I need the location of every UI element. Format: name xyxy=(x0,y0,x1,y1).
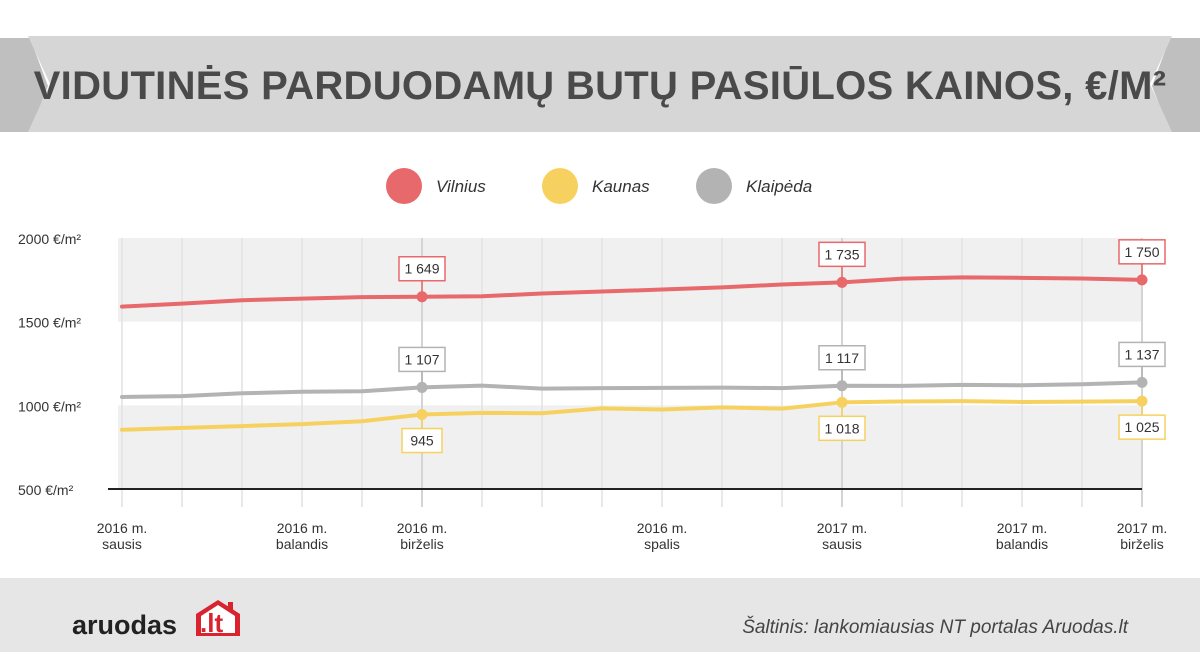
footer xyxy=(0,578,1200,652)
data-label-vilnius: 1 735 xyxy=(824,246,859,262)
data-label-box xyxy=(818,415,866,442)
logo-suffix: .lt xyxy=(200,608,224,638)
y-tick-label: 500 €/m² xyxy=(18,482,74,498)
legend-dot-kaunas xyxy=(542,168,578,204)
data-label-vilnius: 1 750 xyxy=(1124,244,1159,260)
chart-title: VIDUTINĖS PARDUODAMŲ BUTŲ PASIŪLOS KAINO… xyxy=(33,64,1167,108)
x-tick-label: 2016 m. xyxy=(397,520,448,536)
band-1500-2000 xyxy=(118,238,1142,322)
y-tick-label: 2000 €/m² xyxy=(18,231,81,247)
x-tick-label: 2016 m. xyxy=(637,520,688,536)
legend-label-klaipeda: Klaipėda xyxy=(746,177,813,196)
source-note: Šaltinis: lankomiausias NT portalas Aruo… xyxy=(742,617,1128,638)
x-tick-label: 2017 m. xyxy=(997,520,1048,536)
data-label-klaipeda: 1 137 xyxy=(1124,346,1159,362)
legend-dot-vilnius xyxy=(386,168,422,204)
x-tick-label: balandis xyxy=(276,536,328,552)
series-line-kaunas xyxy=(120,399,1144,432)
data-label-box xyxy=(398,255,446,282)
x-tick-label: 2016 m. xyxy=(97,520,148,536)
band-500-1000 xyxy=(118,405,1142,489)
x-tick-label: 2017 m. xyxy=(1117,520,1168,536)
data-label-klaipeda: 1 107 xyxy=(404,351,439,367)
x-tick-label: 2017 m. xyxy=(817,520,868,536)
y-tick-label: 1500 €/m² xyxy=(18,315,81,331)
data-label-box xyxy=(1118,239,1166,265)
x-tick-label: spalis xyxy=(644,536,680,552)
data-label-vilnius: 1 649 xyxy=(404,261,439,277)
line-chart: 2000 €/m² 1500 €/m² 1000 €/m² 500 €/m² 2016 … xyxy=(18,231,1168,552)
title-banner xyxy=(0,36,1200,132)
logo-text: aruodas xyxy=(72,610,178,640)
data-label-box xyxy=(1118,341,1166,368)
data-label-klaipeda: 1 117 xyxy=(825,350,859,366)
data-label-kaunas: 1 025 xyxy=(1124,419,1159,435)
x-tick-label: 2016 m. xyxy=(277,520,328,536)
house-icon xyxy=(196,600,240,636)
series-line-klaipeda xyxy=(120,380,1144,399)
y-tick-label: 1000 €/m² xyxy=(18,398,81,414)
data-label-box xyxy=(818,345,866,371)
x-tick-label: sausis xyxy=(102,536,142,552)
x-tick-label: birželis xyxy=(1120,536,1164,552)
data-label-kaunas: 945 xyxy=(410,433,434,449)
x-tick-label: balandis xyxy=(996,536,1048,552)
data-label-kaunas: 1 018 xyxy=(824,420,859,436)
data-label-box xyxy=(1118,414,1166,440)
data-label-box xyxy=(398,346,446,373)
data-label-box xyxy=(401,427,443,454)
legend-label-kaunas: Kaunas xyxy=(592,177,650,196)
x-tick-label: sausis xyxy=(822,536,862,552)
x-tick-label: birželis xyxy=(400,536,444,552)
data-label-box xyxy=(818,241,866,268)
legend-dot-klaipeda xyxy=(696,168,732,204)
series-line-vilnius xyxy=(120,275,1144,309)
legend-label-vilnius: Vilnius xyxy=(436,177,486,196)
